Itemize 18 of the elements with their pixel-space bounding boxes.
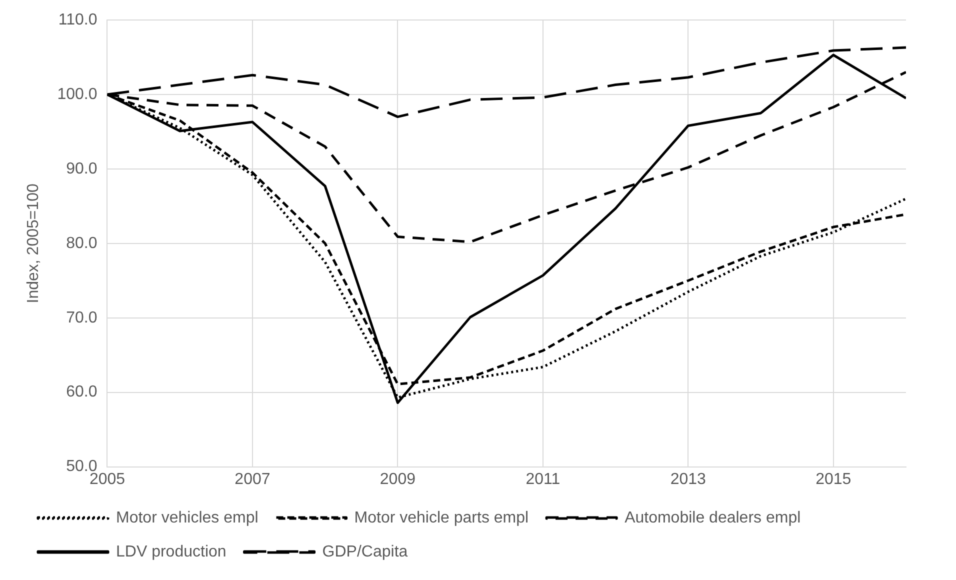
legend-label: GDP/Capita <box>322 543 408 560</box>
x-tick-label: 2005 <box>89 470 126 488</box>
y-tick-label: 70.0 <box>66 309 98 326</box>
y-tick-label: 90.0 <box>66 160 98 178</box>
x-tick-label: 2007 <box>234 470 270 488</box>
legend-label: Automobile dealers empl <box>624 509 801 526</box>
y-axis-title: Index, 2005=100 <box>25 183 42 304</box>
x-tick-label: 2013 <box>670 470 706 488</box>
legend-label: LDV production <box>116 543 226 560</box>
y-tick-label: 80.0 <box>66 234 98 252</box>
legend-label: Motor vehicle parts empl <box>354 509 529 526</box>
y-tick-label: 110.0 <box>58 11 98 28</box>
y-tick-label: 60.0 <box>66 384 98 401</box>
x-tick-label: 2011 <box>526 470 560 488</box>
y-tick-label: 100.0 <box>57 86 98 103</box>
x-tick-label: 2009 <box>380 470 416 488</box>
x-tick-label: 2015 <box>816 470 852 488</box>
legend-label: Motor vehicles empl <box>116 509 258 526</box>
